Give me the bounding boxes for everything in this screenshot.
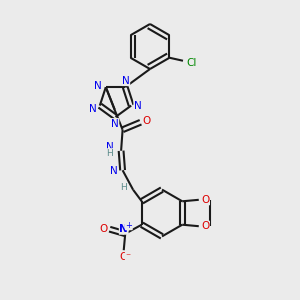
Text: +: +	[125, 221, 132, 230]
Text: N: N	[110, 167, 118, 176]
Text: O: O	[201, 195, 209, 205]
Text: N: N	[122, 76, 130, 85]
Text: O: O	[120, 252, 128, 262]
Text: ⁻: ⁻	[125, 252, 130, 262]
Text: O: O	[201, 221, 209, 231]
Text: N: N	[94, 81, 101, 91]
Text: O: O	[142, 116, 151, 126]
Text: N: N	[106, 142, 114, 152]
Text: H: H	[120, 183, 127, 192]
Text: N: N	[119, 224, 128, 234]
Text: N: N	[89, 103, 97, 114]
Text: H: H	[106, 149, 113, 158]
Text: N: N	[134, 100, 142, 111]
Text: N: N	[111, 118, 119, 129]
Text: Cl: Cl	[186, 58, 197, 68]
Text: O: O	[99, 224, 107, 234]
